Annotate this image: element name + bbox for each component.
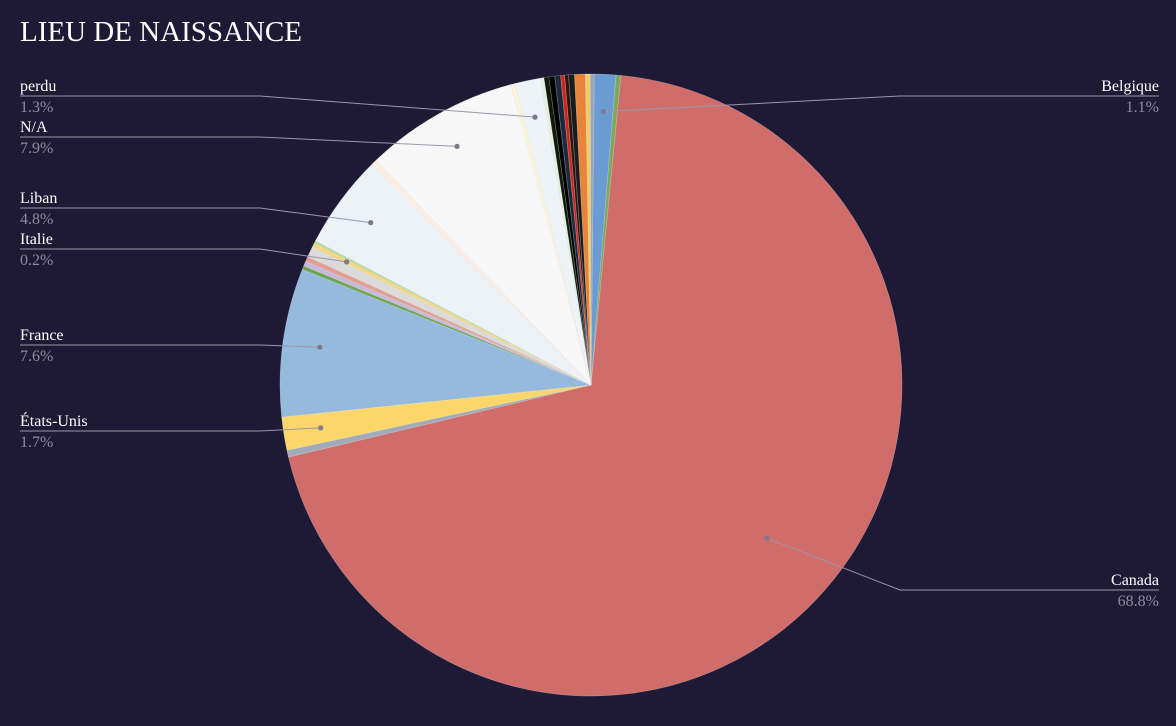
callout-line-belgique <box>603 95 1159 113</box>
slice-percent-tats-unis: 1.7% <box>20 434 53 451</box>
slice-percent-perdu: 1.3% <box>20 99 53 116</box>
pie-slice-unlabeled-18[interactable] <box>543 76 592 386</box>
callout-dot-n-a <box>454 143 460 149</box>
pie-slice-unlabeled-9[interactable] <box>307 246 592 386</box>
pie-slice-canada[interactable] <box>288 75 903 697</box>
pie-slice-unlabeled-22[interactable] <box>564 74 592 386</box>
slice-label-tats-unis: États-Unis <box>20 411 88 430</box>
pie-slice-unlabeled-3[interactable] <box>286 384 592 458</box>
pie-slice-unlabeled-23[interactable] <box>568 74 592 386</box>
pie-slice-france[interactable] <box>279 269 592 418</box>
callout-dot-france <box>317 344 323 350</box>
pie-slice-perdu[interactable] <box>514 77 592 386</box>
callout-line-tats-unis <box>20 427 321 432</box>
slice-label-n-a: N/A <box>20 119 48 136</box>
pie-slice-unlabeled-7[interactable] <box>303 260 592 386</box>
pie-slice-liban[interactable] <box>315 164 592 386</box>
callout-dot-perdu <box>532 114 538 120</box>
pie-slice-italie[interactable] <box>311 242 592 386</box>
slice-percent-france: 7.6% <box>20 348 53 365</box>
callout-line-liban <box>20 207 371 224</box>
slice-percent-n-a: 7.9% <box>20 140 53 157</box>
callout-line-perdu <box>20 95 536 118</box>
chart-title: LIEU DE NAISSANCE <box>20 16 302 48</box>
callout-line-canada <box>766 537 1159 591</box>
pie-slice-tats-unis[interactable] <box>281 384 592 451</box>
slice-label-italie: Italie <box>20 231 53 248</box>
pie-slice-unlabeled-13[interactable] <box>371 159 592 386</box>
pie-slice-unlabeled-8[interactable] <box>305 256 592 386</box>
pie-slice-unlabeled-15[interactable] <box>510 83 592 386</box>
callout-line-n-a <box>20 136 458 147</box>
pie-slice-unlabeled-25[interactable] <box>585 73 592 386</box>
callout-dot-canada <box>764 535 770 541</box>
pie-slice-unlabeled-19[interactable] <box>548 75 592 386</box>
slice-percent-liban: 4.8% <box>20 211 53 228</box>
pie-slice-unlabeled-17[interactable] <box>539 77 592 386</box>
callout-dot-belgique <box>600 109 607 115</box>
callout-dot-italie <box>344 259 350 265</box>
slice-percent-belgique: 1.1% <box>1126 99 1159 116</box>
pie-slice-n-a[interactable] <box>375 84 592 386</box>
slice-percent-italie: 0.2% <box>20 252 53 269</box>
pie-slice-unlabeled-26[interactable] <box>589 73 595 386</box>
pie-slice-unlabeled-21[interactable] <box>560 74 592 386</box>
callout-dot-liban <box>368 220 374 226</box>
slice-label-france: France <box>20 327 64 344</box>
slice-label-canada: Canada <box>1111 572 1159 589</box>
callout-dot-tats-unis <box>318 425 324 431</box>
slice-label-perdu: perdu <box>20 78 56 95</box>
slice-label-liban: Liban <box>20 190 57 207</box>
pie-slice-unlabeled-1[interactable] <box>590 74 622 386</box>
pie-slice-unlabeled-6[interactable] <box>301 265 592 386</box>
pie-slice-unlabeled-11[interactable] <box>313 240 592 386</box>
slice-label-belgique: Belgique <box>1101 78 1159 95</box>
callout-line-france <box>20 344 320 348</box>
pie-slice-unlabeled-24[interactable] <box>574 73 592 386</box>
pie-slice-unlabeled-20[interactable] <box>554 75 592 386</box>
slice-percent-canada: 68.8% <box>1118 593 1159 610</box>
pie-slice-belgique[interactable] <box>590 73 617 386</box>
callout-line-italie <box>20 248 347 263</box>
